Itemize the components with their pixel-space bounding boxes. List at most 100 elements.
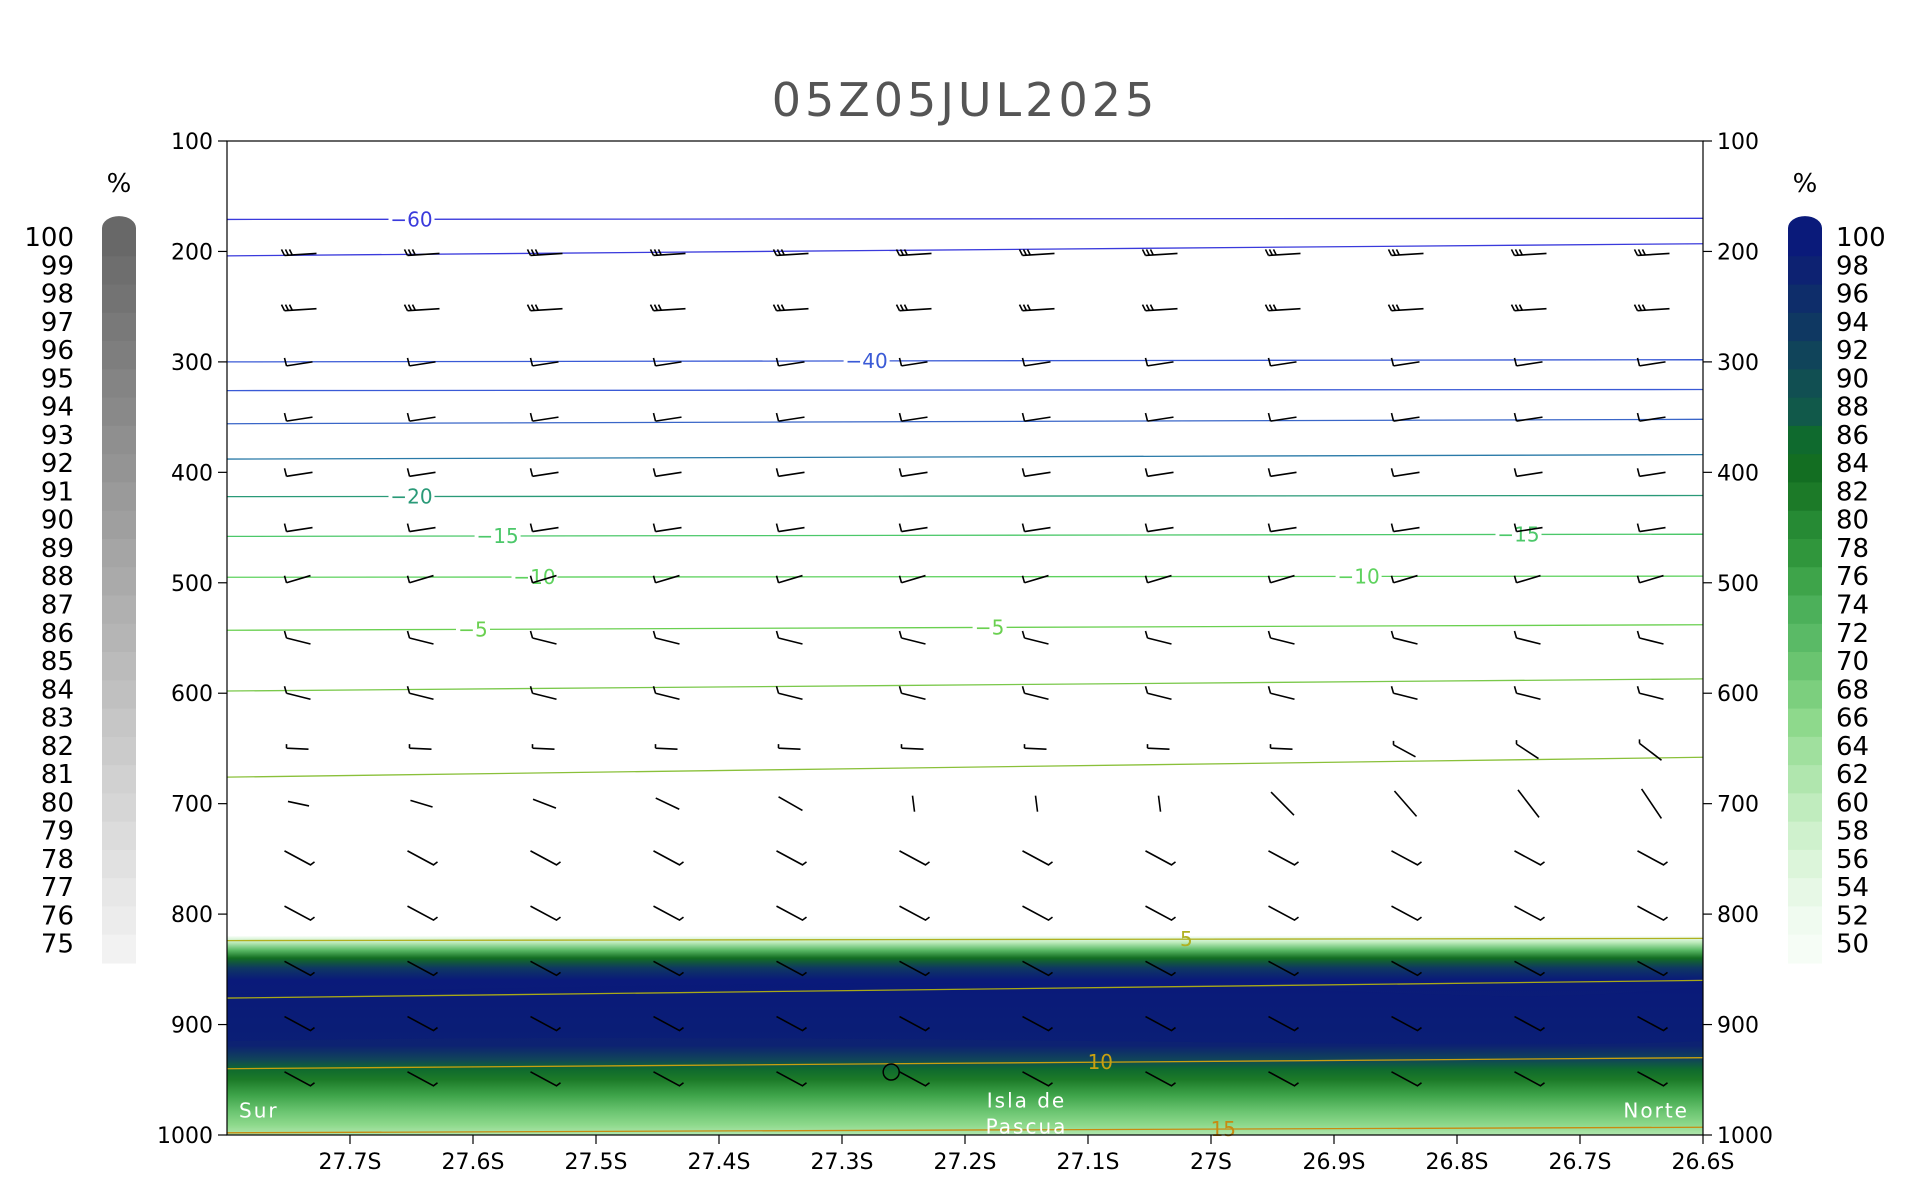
wind-barbs: [280, 249, 1670, 1087]
wind-barb: [1270, 791, 1295, 816]
wind-barb: [1144, 523, 1174, 533]
wind-barb: [1637, 905, 1668, 922]
colorbar-swatch: [1788, 284, 1822, 314]
wind-barb: [1021, 523, 1051, 533]
colorbar-swatch: [102, 793, 136, 823]
wind-barb: [1391, 850, 1422, 866]
wind-barb: [772, 249, 809, 257]
colorbar-swatch: [102, 284, 136, 314]
wind-barb: [1514, 1015, 1545, 1032]
contour-line-3: [226, 388, 1704, 392]
wind-barb: [406, 412, 436, 422]
wind-barb: [1022, 960, 1053, 977]
colorbar-label: 91: [41, 477, 74, 507]
wind-barb: [284, 850, 315, 866]
colorbar-label: 85: [41, 647, 74, 677]
colorbar-label: 86: [1836, 421, 1869, 451]
contour-label-bg: [388, 485, 435, 508]
colorbar-label: 95: [41, 364, 74, 394]
wind-barb: [776, 905, 807, 922]
wind-barb: [1390, 357, 1420, 367]
wind-barb: [283, 412, 313, 422]
colorbar-swatch: [1788, 425, 1822, 455]
wind-barb: [899, 850, 930, 866]
wind-barb: [898, 468, 928, 478]
wind-barb: [1391, 1015, 1422, 1032]
wind-barb: [1637, 850, 1668, 866]
wind-barb: [1510, 304, 1547, 312]
wind-barb: [898, 412, 928, 422]
colorbar-swatch: [102, 369, 136, 399]
wind-barb: [1387, 249, 1424, 257]
colorbar-unit: %: [107, 169, 132, 199]
y-tick-label-right: 600: [1717, 682, 1759, 707]
wind-barb: [1514, 905, 1545, 922]
wind-barb: [1390, 468, 1420, 478]
colorbar-label: 93: [41, 421, 74, 451]
wind-barb: [775, 468, 805, 478]
wind-barb: [532, 798, 557, 809]
wind-barb: [652, 468, 682, 478]
wind-barb: [1267, 630, 1295, 645]
wind-barb: [1514, 1071, 1545, 1087]
wind-barb: [1267, 686, 1295, 700]
colorbar-label: 96: [1836, 280, 1869, 310]
wind-barb: [407, 960, 438, 977]
wind-barb: [406, 686, 434, 700]
wind-barb: [1018, 249, 1055, 257]
colorbar-label: 90: [1836, 364, 1869, 394]
wind-barb: [652, 357, 682, 367]
colorbar-swatch: [1788, 793, 1822, 823]
wind-barb: [1513, 630, 1541, 645]
humidity-layer: [227, 936, 1703, 1135]
wind-barb: [653, 960, 684, 977]
wind-barb: [898, 523, 928, 533]
wind-barb: [652, 574, 680, 584]
wind-barb: [280, 249, 317, 257]
colorbar-label: 94: [41, 393, 74, 423]
wind-barb: [529, 686, 557, 700]
chart-title: 05Z05JUL2025: [772, 73, 1159, 127]
colorbar-label: 62: [1836, 760, 1869, 790]
wind-barb: [530, 905, 561, 922]
contour-line-6: [226, 494, 1704, 498]
wind-barb: [283, 523, 313, 533]
wind-barb: [283, 686, 311, 700]
wind-barb: [1018, 304, 1055, 312]
wind-barb: [531, 744, 555, 750]
colorbar-swatch: [102, 397, 136, 427]
contour-label: −60: [390, 207, 432, 231]
contour-label-bg: [474, 524, 521, 547]
wind-barb: [652, 412, 682, 422]
contour-line-11: [226, 756, 1704, 778]
wind-barb: [406, 574, 434, 584]
wind-barb: [284, 1015, 315, 1032]
wind-barb: [529, 574, 557, 584]
contour-label-bg: [972, 616, 1007, 639]
contour-line-9: [226, 624, 1704, 631]
colorbar-label: 78: [1836, 534, 1869, 564]
colorbar-swatch: [102, 538, 136, 568]
wind-barb: [652, 523, 682, 533]
contour-label: −5: [458, 617, 487, 641]
colorbar-swatch: [1788, 538, 1822, 568]
station-marker: [882, 1063, 900, 1081]
wind-barb: [407, 850, 438, 866]
colorbar-label: 74: [1836, 591, 1869, 621]
place-label-sur: Sur: [239, 1098, 279, 1122]
wind-barb: [1636, 357, 1666, 367]
colorbar-label: 68: [1836, 675, 1869, 705]
colorbar-swatch: [102, 510, 136, 540]
wind-barb: [406, 468, 436, 478]
colorbar-label: 54: [1836, 873, 1869, 903]
wind-barb: [1391, 960, 1422, 977]
wind-barb: [1146, 744, 1170, 750]
colorbar-label: 80: [41, 788, 74, 818]
y-tick-label-left: 100: [171, 130, 213, 155]
colorbar-label: 87: [41, 591, 74, 621]
colorbar-label: 80: [1836, 506, 1869, 536]
wind-barb: [895, 249, 932, 257]
wind-barb: [778, 796, 803, 812]
